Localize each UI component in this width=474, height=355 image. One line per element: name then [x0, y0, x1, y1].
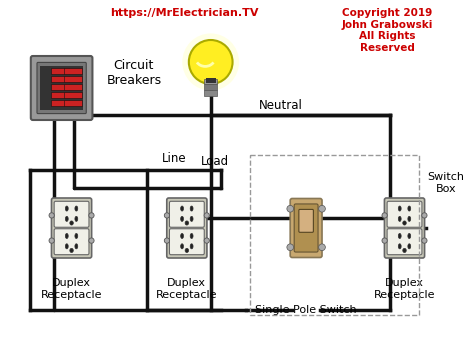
Bar	[51, 76, 69, 82]
Text: Switch
Box: Switch Box	[428, 172, 465, 193]
Text: Load: Load	[201, 155, 229, 168]
FancyBboxPatch shape	[169, 201, 204, 227]
Ellipse shape	[185, 221, 189, 225]
Bar	[250, 155, 419, 315]
Text: Duplex
Receptacle: Duplex Receptacle	[41, 278, 102, 300]
Ellipse shape	[75, 206, 78, 211]
Ellipse shape	[65, 216, 68, 222]
Ellipse shape	[70, 248, 73, 252]
Circle shape	[189, 40, 233, 84]
Bar	[64, 84, 82, 90]
FancyBboxPatch shape	[54, 229, 89, 255]
Ellipse shape	[408, 234, 410, 239]
Text: Neutral: Neutral	[258, 99, 302, 112]
Bar	[51, 100, 69, 106]
Ellipse shape	[398, 234, 401, 239]
FancyBboxPatch shape	[31, 56, 92, 120]
Ellipse shape	[398, 216, 401, 222]
Bar	[51, 84, 69, 90]
Text: Single Pole Switch: Single Pole Switch	[255, 305, 357, 315]
Ellipse shape	[65, 244, 68, 249]
Ellipse shape	[75, 216, 78, 222]
Bar	[204, 78, 217, 84]
Ellipse shape	[403, 221, 406, 225]
FancyBboxPatch shape	[52, 198, 91, 258]
FancyBboxPatch shape	[387, 201, 422, 227]
Circle shape	[287, 244, 293, 251]
Circle shape	[382, 238, 387, 243]
Circle shape	[422, 213, 427, 218]
Ellipse shape	[403, 248, 406, 252]
Ellipse shape	[75, 234, 78, 239]
Text: Line: Line	[162, 152, 186, 165]
Ellipse shape	[75, 244, 78, 249]
Ellipse shape	[408, 216, 410, 222]
Ellipse shape	[181, 206, 183, 211]
Ellipse shape	[398, 244, 401, 249]
FancyBboxPatch shape	[167, 198, 207, 258]
Ellipse shape	[181, 216, 183, 222]
Ellipse shape	[181, 234, 183, 239]
FancyBboxPatch shape	[37, 62, 86, 114]
Circle shape	[204, 213, 210, 218]
Ellipse shape	[181, 244, 183, 249]
Bar	[64, 76, 82, 82]
Circle shape	[287, 206, 293, 212]
Circle shape	[204, 238, 210, 243]
Circle shape	[319, 244, 325, 251]
Ellipse shape	[190, 206, 193, 211]
Ellipse shape	[398, 206, 401, 211]
FancyBboxPatch shape	[290, 198, 322, 257]
FancyBboxPatch shape	[169, 229, 204, 255]
Circle shape	[382, 213, 387, 218]
Ellipse shape	[65, 234, 68, 239]
FancyBboxPatch shape	[384, 198, 425, 258]
FancyBboxPatch shape	[387, 229, 422, 255]
Ellipse shape	[190, 234, 193, 239]
Ellipse shape	[65, 206, 68, 211]
Ellipse shape	[408, 206, 410, 211]
Circle shape	[49, 238, 55, 243]
FancyBboxPatch shape	[299, 209, 313, 232]
Bar	[64, 100, 82, 106]
Circle shape	[319, 206, 325, 212]
Text: Copyright 2019
John Grabowski
All Rights
Reserved: Copyright 2019 John Grabowski All Rights…	[342, 8, 433, 53]
Text: Duplex
Receptacle: Duplex Receptacle	[156, 278, 218, 300]
Bar	[206, 78, 216, 83]
Ellipse shape	[185, 248, 189, 252]
Circle shape	[164, 213, 170, 218]
Bar	[64, 69, 82, 74]
FancyBboxPatch shape	[54, 201, 89, 227]
Circle shape	[422, 238, 427, 243]
Bar	[40, 66, 83, 110]
Circle shape	[89, 213, 94, 218]
Text: Circuit
Breakers: Circuit Breakers	[106, 59, 162, 87]
Circle shape	[182, 33, 239, 91]
Circle shape	[49, 213, 55, 218]
Text: Duplex
Receptacle: Duplex Receptacle	[374, 278, 435, 300]
Ellipse shape	[190, 216, 193, 222]
Bar	[204, 91, 217, 96]
Ellipse shape	[190, 244, 193, 249]
FancyBboxPatch shape	[294, 204, 318, 252]
Circle shape	[89, 238, 94, 243]
Bar	[51, 92, 69, 98]
Bar	[204, 84, 217, 90]
Bar	[64, 92, 82, 98]
Ellipse shape	[408, 244, 410, 249]
Text: https://MrElectrician.TV: https://MrElectrician.TV	[110, 8, 259, 18]
Bar	[51, 69, 69, 74]
Circle shape	[164, 238, 170, 243]
Ellipse shape	[70, 221, 73, 225]
